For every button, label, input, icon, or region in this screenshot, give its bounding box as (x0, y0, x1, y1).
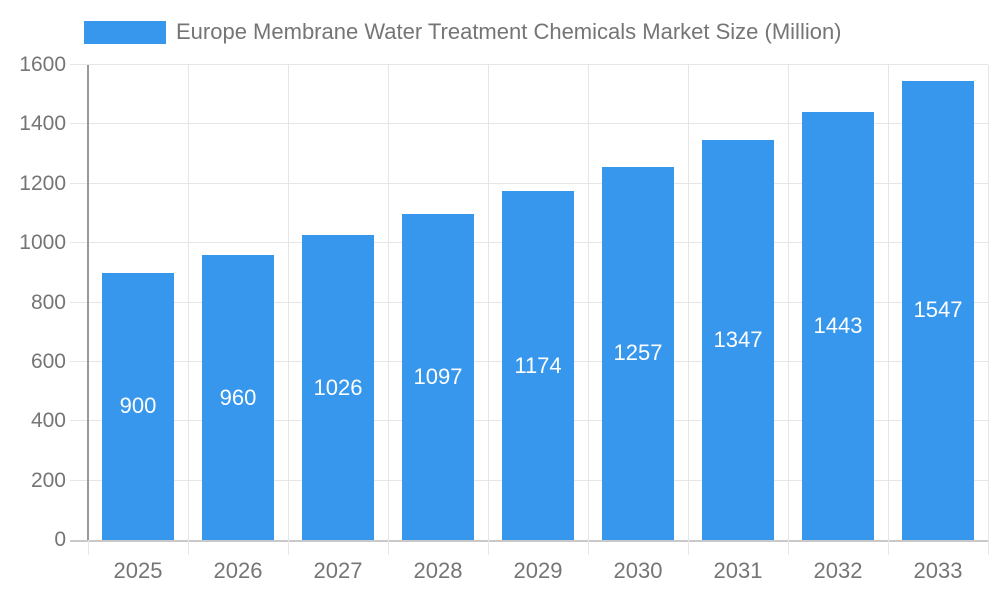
x-gridline (288, 65, 289, 555)
bar[interactable]: 900 (102, 272, 174, 540)
x-axis-tick-label: 2026 (213, 558, 263, 583)
bar-value-label: 1097 (413, 364, 463, 390)
bar-value-label: 1026 (313, 374, 363, 400)
y-axis-tick-label: 600 (30, 349, 66, 373)
x-gridline (188, 65, 189, 555)
y-gridline (70, 64, 988, 65)
chart-title: Europe Membrane Water Treatment Chemical… (176, 19, 842, 44)
y-axis-tick-label: 200 (30, 468, 66, 492)
y-axis-tick-label: 1000 (19, 231, 66, 255)
x-axis-tick-label: 2030 (613, 558, 663, 583)
x-gridline (588, 65, 589, 555)
bar-value-label: 900 (119, 393, 157, 419)
x-gridline (888, 65, 889, 555)
y-axis-tick-label: 0 (54, 528, 66, 551)
bar-value-label: 1443 (813, 312, 863, 338)
x-axis-tick-label: 2032 (813, 558, 863, 583)
bar[interactable]: 1097 (402, 214, 474, 540)
x-axis-tick-label: 2027 (313, 558, 363, 583)
bar-value-label: 1347 (713, 327, 763, 353)
y-gridline (70, 123, 988, 125)
x-axis-tick-label: 2033 (913, 558, 963, 583)
bar-value-label: 960 (219, 384, 257, 410)
y-axis-tick-label: 1400 (19, 112, 66, 136)
bar[interactable]: 1443 (802, 111, 874, 540)
x-gridline (388, 65, 389, 555)
y-axis-line (87, 65, 89, 540)
y-axis-tick-label: 400 (30, 409, 66, 433)
y-gridline (70, 182, 988, 184)
bar[interactable]: 1347 (702, 140, 774, 540)
bar[interactable]: 1174 (502, 191, 574, 540)
y-axis-tick-label: 800 (30, 290, 66, 314)
x-axis-tick-label: 2029 (513, 558, 563, 583)
x-gridline (988, 65, 989, 555)
legend-item[interactable]: Europe Membrane Water Treatment Chemical… (84, 17, 842, 47)
y-gridline (70, 540, 988, 542)
y-axis-tick-label: 1200 (19, 171, 66, 195)
bar[interactable]: 1547 (902, 80, 974, 540)
bar-value-label: 1547 (913, 297, 963, 323)
x-gridline (688, 65, 689, 555)
bar-value-label: 1257 (613, 340, 663, 366)
x-gridline (788, 65, 789, 555)
bar[interactable]: 960 (202, 255, 274, 540)
legend-swatch (84, 20, 166, 44)
x-axis-tick-label: 2031 (713, 558, 763, 583)
bar[interactable]: 1257 (602, 166, 674, 540)
bar[interactable]: 1026 (302, 235, 374, 540)
bar-value-label: 1174 (514, 352, 562, 378)
x-gridline (488, 65, 489, 555)
x-axis-tick-label: 2028 (413, 558, 463, 583)
x-axis-tick-label: 2025 (113, 558, 163, 583)
y-axis-tick-label: 1600 (19, 53, 66, 76)
